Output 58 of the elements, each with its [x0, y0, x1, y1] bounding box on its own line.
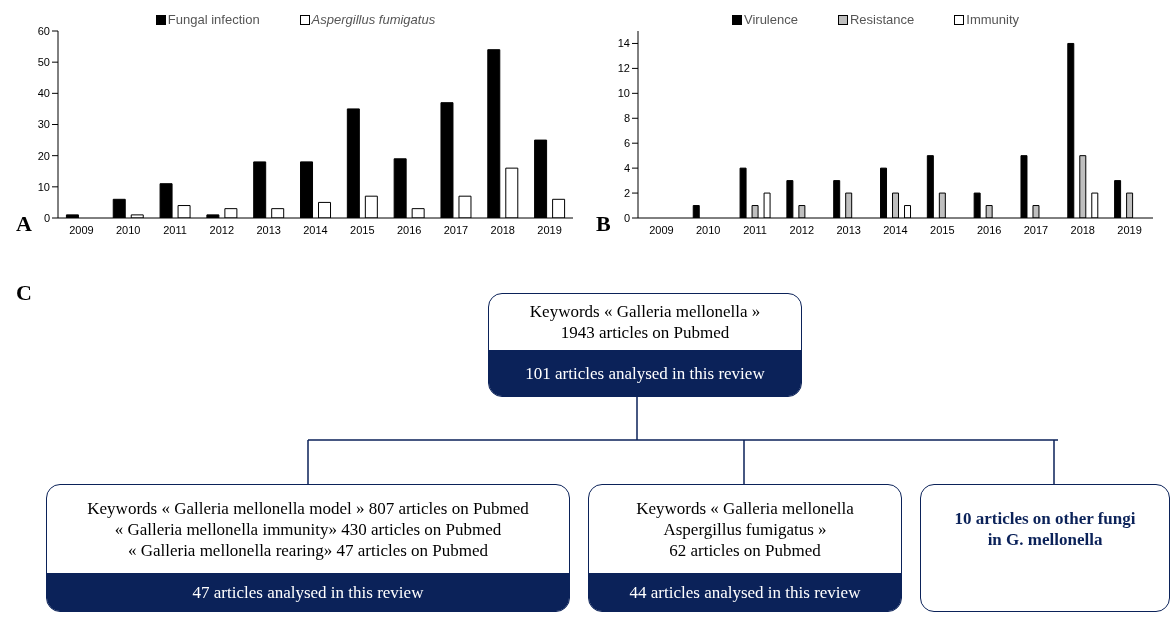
- text: 44 articles analysed in this review: [589, 573, 901, 613]
- legend-label: Virulence: [743, 12, 798, 27]
- text: 1943 articles on Pubmed: [560, 322, 730, 343]
- x-tick-label: 2009: [649, 223, 674, 236]
- text: 101 articles analysed in this review: [489, 350, 801, 398]
- x-tick-label: 2010: [695, 223, 721, 236]
- text: Aspergillus fumigatus »: [663, 518, 827, 540]
- y-tick-label: 14: [617, 37, 630, 50]
- x-tick-label: 2012: [209, 223, 235, 236]
- y-tick-label: 6: [623, 137, 630, 150]
- x-tick-label: 2017: [443, 223, 469, 236]
- y-tick-label: 60: [37, 24, 50, 37]
- legend-label: Fungal infection: [167, 12, 260, 27]
- text: 47 articles analysed in this review: [47, 573, 569, 613]
- y-tick-label: 0: [623, 211, 630, 224]
- x-tick-label: 2019: [1117, 223, 1142, 236]
- x-tick-label: 2018: [490, 223, 516, 236]
- y-tick-label: 12: [617, 62, 630, 75]
- y-tick-label: 30: [37, 118, 50, 131]
- x-tick-label: 2014: [303, 223, 328, 236]
- text: in G. mellonella: [987, 529, 1103, 550]
- x-tick-label: 2011: [163, 223, 187, 236]
- x-tick-label: 2018: [1070, 223, 1096, 236]
- legend-label: Resistance: [849, 12, 915, 27]
- y-tick-label: 10: [617, 87, 630, 100]
- x-tick-label: 2015: [930, 223, 955, 236]
- x-tick-label: 2011: [743, 223, 767, 236]
- x-tick-label: 2016: [976, 223, 1002, 236]
- y-tick-label: 2: [623, 186, 630, 199]
- y-tick-label: 20: [37, 149, 50, 162]
- text: Keywords « Galleria mellonella: [636, 497, 854, 519]
- x-tick-label: 2012: [789, 223, 815, 236]
- x-tick-label: 2013: [256, 223, 281, 236]
- y-tick-label: 4: [623, 162, 630, 175]
- x-tick-label: 2014: [883, 223, 908, 236]
- text: Keywords « Galleria mellonella »: [529, 301, 761, 322]
- y-tick-label: 10: [37, 180, 50, 193]
- text: 62 articles on Pubmed: [669, 539, 821, 561]
- text: A: [16, 211, 32, 237]
- x-tick-label: 2016: [396, 223, 422, 236]
- text: « Galleria mellonella immunity» 430 articles on Pubmed: [114, 518, 502, 540]
- y-tick-label: 0: [43, 211, 50, 224]
- x-tick-label: 2013: [836, 223, 861, 236]
- x-tick-label: 2010: [115, 223, 141, 236]
- y-tick-label: 40: [37, 87, 50, 100]
- text: « Galleria mellonella rearing» 47 articles on Pubmed: [127, 539, 489, 561]
- y-tick-label: 50: [37, 56, 50, 69]
- x-tick-label: 2015: [350, 223, 375, 236]
- text: C: [16, 280, 32, 306]
- text: 10 articles on other fungi: [954, 508, 1136, 529]
- legend-label: Immunity: [966, 12, 1019, 27]
- text: B: [596, 211, 611, 237]
- y-tick-label: 8: [623, 112, 630, 125]
- text: Keywords « Galleria mellonella model » 807 articles on Pubmed: [87, 497, 529, 519]
- legend-label: Aspergillus fumigatus: [311, 12, 436, 27]
- x-tick-label: 2009: [69, 223, 94, 236]
- x-tick-label: 2019: [537, 223, 562, 236]
- x-tick-label: 2017: [1023, 223, 1049, 236]
